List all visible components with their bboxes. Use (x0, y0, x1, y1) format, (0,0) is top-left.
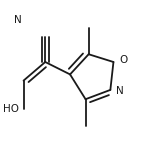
Text: N: N (14, 15, 22, 25)
Text: HO: HO (3, 104, 19, 113)
Text: O: O (119, 55, 127, 65)
Text: N: N (116, 86, 124, 96)
